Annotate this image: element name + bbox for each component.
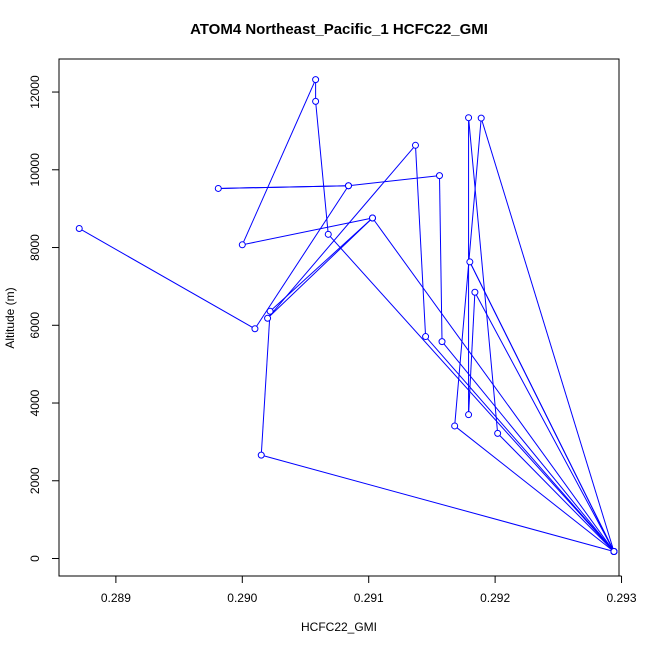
data-point bbox=[257, 451, 265, 459]
data-point bbox=[238, 241, 246, 249]
y-tick-label: 4000 bbox=[28, 389, 42, 416]
series-line-segment bbox=[468, 292, 476, 415]
series-line-segment bbox=[260, 311, 271, 456]
data-point bbox=[368, 214, 376, 222]
y-tick-label: 10000 bbox=[28, 153, 42, 187]
x-tick-label: 0.290 bbox=[227, 591, 257, 605]
series-line-segment bbox=[468, 117, 499, 434]
data-point bbox=[494, 429, 502, 437]
data-point bbox=[466, 258, 474, 266]
data-point bbox=[477, 114, 485, 122]
data-point bbox=[471, 288, 479, 296]
series-line-segment bbox=[315, 101, 329, 235]
data-point bbox=[251, 325, 259, 333]
chart-title: ATOM4 Northeast_Pacific_1 HCFC22_GMI bbox=[190, 21, 488, 38]
data-point bbox=[75, 224, 83, 232]
series-line-segment bbox=[78, 228, 256, 330]
series-line-segment bbox=[441, 341, 615, 552]
y-tick-label: 6000 bbox=[28, 312, 42, 339]
data-point bbox=[344, 182, 352, 190]
y-tick-label: 8000 bbox=[28, 234, 42, 261]
y-tick-label: 2000 bbox=[28, 467, 42, 494]
data-point bbox=[435, 172, 443, 180]
data-point bbox=[266, 307, 274, 315]
x-tick-label: 0.292 bbox=[480, 591, 510, 605]
data-point bbox=[312, 76, 320, 84]
series-line-segment bbox=[254, 185, 349, 330]
series-line-segment bbox=[372, 217, 615, 552]
series-line-segment bbox=[474, 291, 615, 552]
data-point bbox=[422, 333, 430, 341]
y-axis: 0 2000 4000 6000 8000 10000 12000 bbox=[28, 75, 60, 562]
data-point bbox=[465, 114, 473, 122]
series-line-segment bbox=[454, 118, 482, 426]
data-point bbox=[451, 422, 459, 430]
data-point bbox=[610, 548, 618, 556]
data-point bbox=[438, 338, 446, 346]
data-point bbox=[465, 411, 473, 419]
y-axis-label: Altitude (m) bbox=[3, 287, 17, 348]
series-line-segment bbox=[454, 425, 615, 552]
series-line-segment bbox=[241, 79, 317, 246]
series-line-segment bbox=[438, 175, 443, 342]
x-tick-label: 0.291 bbox=[354, 591, 384, 605]
series-line-segment bbox=[267, 217, 373, 319]
data-point bbox=[411, 141, 419, 149]
series-line-segment bbox=[242, 217, 373, 246]
y-tick-label: 0 bbox=[28, 555, 42, 562]
series-line-segment bbox=[425, 336, 615, 552]
series-line-segment bbox=[414, 145, 427, 337]
series-line-segment bbox=[497, 432, 615, 552]
series-line-segment bbox=[348, 175, 440, 187]
series-line-segment bbox=[469, 261, 615, 552]
x-axis-label: HCFC22_GMI bbox=[301, 620, 377, 634]
data-point bbox=[312, 97, 320, 105]
series-line-segment bbox=[267, 144, 416, 319]
data-point bbox=[324, 230, 332, 238]
data-point bbox=[214, 184, 222, 192]
series-line-segment bbox=[327, 233, 615, 552]
y-tick-label: 12000 bbox=[28, 75, 42, 109]
series-layer bbox=[75, 76, 618, 556]
data-point bbox=[264, 314, 272, 322]
series-line-segment bbox=[261, 454, 615, 552]
x-tick-label: 0.289 bbox=[101, 591, 131, 605]
series-line-segment bbox=[480, 117, 615, 552]
x-tick-label: 0.293 bbox=[607, 591, 637, 605]
x-axis: 0.289 0.290 0.291 0.292 0.293 bbox=[101, 575, 637, 605]
series-line-segment bbox=[218, 185, 349, 189]
